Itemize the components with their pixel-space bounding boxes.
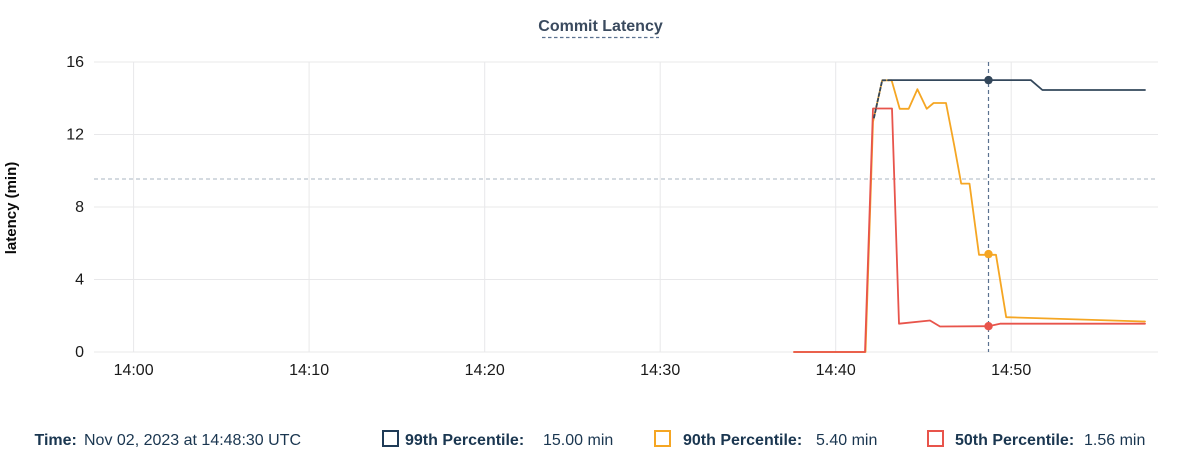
svg-text:4: 4 xyxy=(75,272,84,289)
svg-text:5.40 min: 5.40 min xyxy=(816,432,877,449)
svg-text:16: 16 xyxy=(66,54,84,71)
svg-text:14:10: 14:10 xyxy=(289,362,329,379)
svg-text:Nov 02, 2023 at 14:48:30 UTC: Nov 02, 2023 at 14:48:30 UTC xyxy=(84,432,301,449)
svg-text:12: 12 xyxy=(66,127,84,144)
svg-text:50th Percentile:: 50th Percentile: xyxy=(955,432,1074,449)
svg-text:99th Percentile:: 99th Percentile: xyxy=(405,432,524,449)
svg-text:90th Percentile:: 90th Percentile: xyxy=(683,432,802,449)
svg-text:8: 8 xyxy=(75,199,84,216)
svg-text:14:20: 14:20 xyxy=(465,362,505,379)
svg-text:15.00 min: 15.00 min xyxy=(543,432,613,449)
svg-text:Time:: Time: xyxy=(35,432,77,449)
svg-text:14:30: 14:30 xyxy=(640,362,680,379)
svg-text:Commit Latency: Commit Latency xyxy=(538,18,663,35)
svg-text:0: 0 xyxy=(75,344,84,361)
svg-text:14:50: 14:50 xyxy=(991,362,1031,379)
svg-text:1.56 min: 1.56 min xyxy=(1084,432,1145,449)
svg-text:14:40: 14:40 xyxy=(816,362,856,379)
svg-text:14:00: 14:00 xyxy=(114,362,154,379)
svg-text:latency (min): latency (min) xyxy=(3,162,20,255)
